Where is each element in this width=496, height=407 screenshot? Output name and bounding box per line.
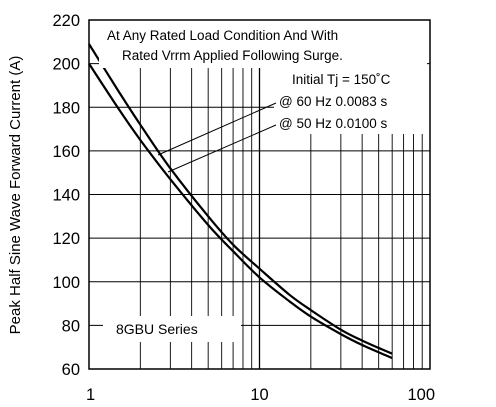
initial-tj-box [287, 68, 447, 90]
x-tick-label: 100 [407, 386, 435, 404]
condition-text-line2: Rated Vrrm Applied Following Surge. [122, 48, 343, 63]
label-60hz-text: @ 60 Hz 0.0083 s [279, 94, 388, 109]
y-tick-label: 120 [52, 230, 80, 248]
tick-labels: 60 80 100 120 140 160 180 200 220 1 10 100 [52, 12, 435, 404]
label-60hz-box [274, 90, 447, 112]
y-tick-label: 60 [62, 361, 80, 379]
leader-line-50hz [167, 124, 277, 173]
plot-frame [88, 19, 431, 370]
y-tick-label: 140 [52, 187, 80, 205]
leader-line-60hz [157, 102, 277, 156]
condition-box [99, 20, 427, 68]
x-tick-label: 1 [86, 386, 95, 404]
y-tick-label: 220 [52, 12, 80, 30]
y-tick-label: 200 [52, 56, 80, 74]
condition-text-line1: At Any Rated Load Condition And With [107, 28, 338, 43]
series-label-box [103, 316, 241, 342]
series-label-text: 8GBU Series [116, 321, 198, 337]
initial-tj-text: Initial Tj = 150˚C [292, 72, 391, 87]
series-line-50hz [88, 63, 393, 360]
series-line-60hz [88, 43, 393, 355]
y-tick-label: 100 [52, 274, 80, 292]
label-50hz-box [274, 112, 447, 134]
x-tick-label: 10 [250, 386, 268, 404]
y-tick-label: 160 [52, 143, 80, 161]
y-axis-label: Peak Half Sine Wave Forward Current (A) [7, 56, 24, 335]
y-tick-label: 180 [52, 99, 80, 117]
y-tick-label: 80 [62, 317, 80, 335]
label-50hz-text: @ 50 Hz 0.0100 s [279, 116, 388, 131]
series-curves [88, 43, 393, 360]
